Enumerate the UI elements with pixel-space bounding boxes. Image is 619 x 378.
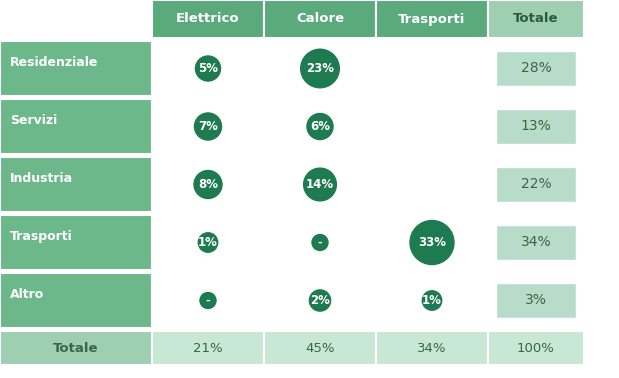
Text: 33%: 33%: [418, 236, 446, 249]
Circle shape: [194, 113, 222, 140]
Bar: [264, 0, 376, 38]
Bar: [264, 273, 376, 328]
Bar: [376, 215, 488, 270]
Bar: [264, 41, 376, 96]
Bar: [0, 41, 152, 96]
Bar: [496, 167, 576, 202]
Text: 2%: 2%: [310, 294, 330, 307]
Bar: [0, 331, 152, 365]
Bar: [264, 331, 376, 365]
Bar: [488, 331, 584, 365]
Text: Elettrico: Elettrico: [176, 12, 240, 25]
Text: Servizi: Servizi: [10, 114, 57, 127]
Circle shape: [200, 293, 216, 308]
Text: Trasporti: Trasporti: [10, 230, 73, 243]
Text: 1%: 1%: [198, 236, 218, 249]
Text: 34%: 34%: [417, 341, 447, 355]
Circle shape: [196, 56, 220, 81]
Text: 100%: 100%: [517, 341, 555, 355]
Bar: [0, 273, 152, 328]
Text: Trasporti: Trasporti: [398, 12, 465, 25]
Bar: [488, 0, 584, 38]
Text: 14%: 14%: [306, 178, 334, 191]
Bar: [0, 0, 152, 38]
Bar: [152, 157, 264, 212]
Text: 23%: 23%: [306, 62, 334, 75]
Text: Calore: Calore: [296, 12, 344, 25]
Circle shape: [310, 290, 331, 311]
Bar: [152, 99, 264, 154]
Text: 13%: 13%: [521, 119, 552, 133]
Text: 34%: 34%: [521, 235, 552, 249]
Bar: [152, 0, 264, 38]
Text: Totale: Totale: [53, 341, 99, 355]
Bar: [376, 157, 488, 212]
Text: -: -: [318, 237, 322, 248]
Bar: [264, 99, 376, 154]
Bar: [264, 157, 376, 212]
Circle shape: [312, 234, 328, 251]
Circle shape: [194, 170, 222, 198]
Circle shape: [301, 49, 339, 88]
Bar: [376, 99, 488, 154]
Text: Altro: Altro: [10, 288, 44, 301]
Text: 7%: 7%: [198, 120, 218, 133]
Bar: [496, 283, 576, 318]
Bar: [152, 215, 264, 270]
Text: 8%: 8%: [198, 178, 218, 191]
Bar: [264, 215, 376, 270]
Bar: [496, 51, 576, 86]
Bar: [488, 99, 584, 154]
Text: 1%: 1%: [422, 294, 442, 307]
Circle shape: [422, 291, 442, 310]
Bar: [152, 331, 264, 365]
Text: 22%: 22%: [521, 178, 552, 192]
Bar: [376, 0, 488, 38]
Bar: [376, 331, 488, 365]
Bar: [152, 41, 264, 96]
Text: 28%: 28%: [521, 62, 552, 76]
Circle shape: [307, 113, 333, 139]
Text: 5%: 5%: [198, 62, 218, 75]
Bar: [0, 157, 152, 212]
Circle shape: [304, 168, 336, 201]
Bar: [488, 273, 584, 328]
Circle shape: [410, 220, 454, 265]
Text: 21%: 21%: [193, 341, 223, 355]
Text: 45%: 45%: [305, 341, 335, 355]
Text: Totale: Totale: [513, 12, 559, 25]
Text: Residenziale: Residenziale: [10, 56, 98, 69]
Text: Industria: Industria: [10, 172, 73, 185]
Text: 6%: 6%: [310, 120, 330, 133]
Text: -: -: [206, 296, 210, 305]
Bar: [488, 157, 584, 212]
Bar: [0, 215, 152, 270]
Bar: [376, 273, 488, 328]
Bar: [496, 225, 576, 260]
Bar: [488, 215, 584, 270]
Bar: [488, 41, 584, 96]
Bar: [376, 41, 488, 96]
Text: 3%: 3%: [525, 293, 547, 307]
Bar: [152, 273, 264, 328]
Circle shape: [198, 233, 218, 252]
Bar: [496, 109, 576, 144]
Bar: [0, 99, 152, 154]
